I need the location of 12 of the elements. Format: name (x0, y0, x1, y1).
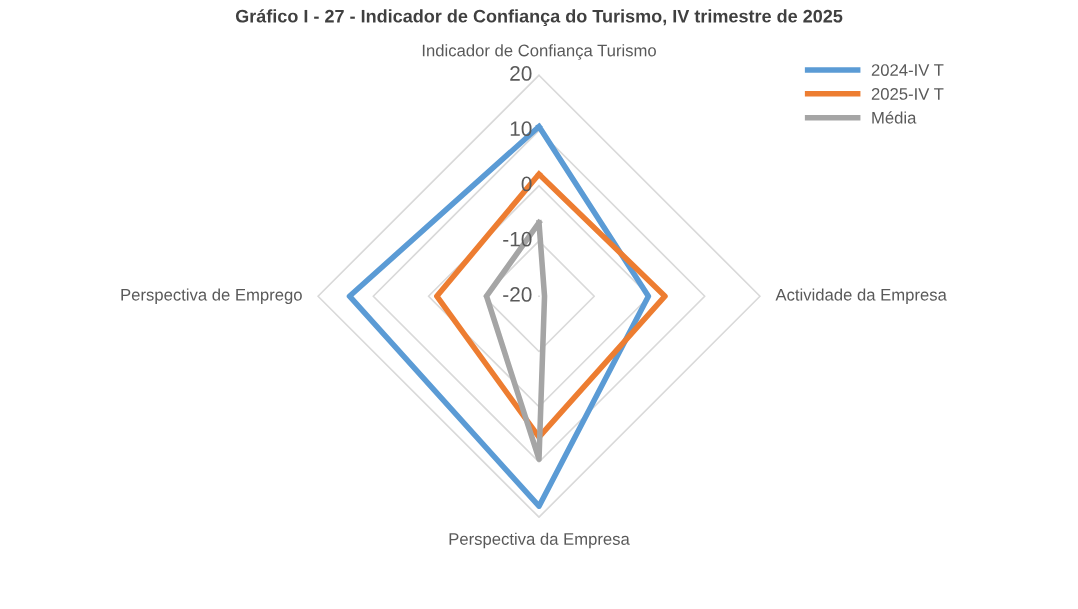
spoke-label: Indicador de Confiança Turismo (422, 44, 656, 60)
chart-title: Gráfico I - 27 - Indicador de Confiança do Turismo, IV trimestre de 2025 (235, 9, 843, 27)
spoke-label: Perspectiva da Empresa (449, 532, 630, 549)
legend-label: 2024-IV T (871, 64, 944, 76)
y-tick-label: -20 (503, 287, 532, 302)
legend-label: 2025-IV T (871, 88, 944, 100)
legend-label: Média (872, 111, 917, 124)
y-tick-label: 10 (510, 121, 532, 137)
y-tick-label: -10 (503, 231, 532, 247)
spoke-label: Perspectiva de Emprego (121, 288, 302, 304)
y-tick-label: 20 (510, 66, 532, 81)
spoke-label: Actividade da Empresa (775, 288, 947, 304)
